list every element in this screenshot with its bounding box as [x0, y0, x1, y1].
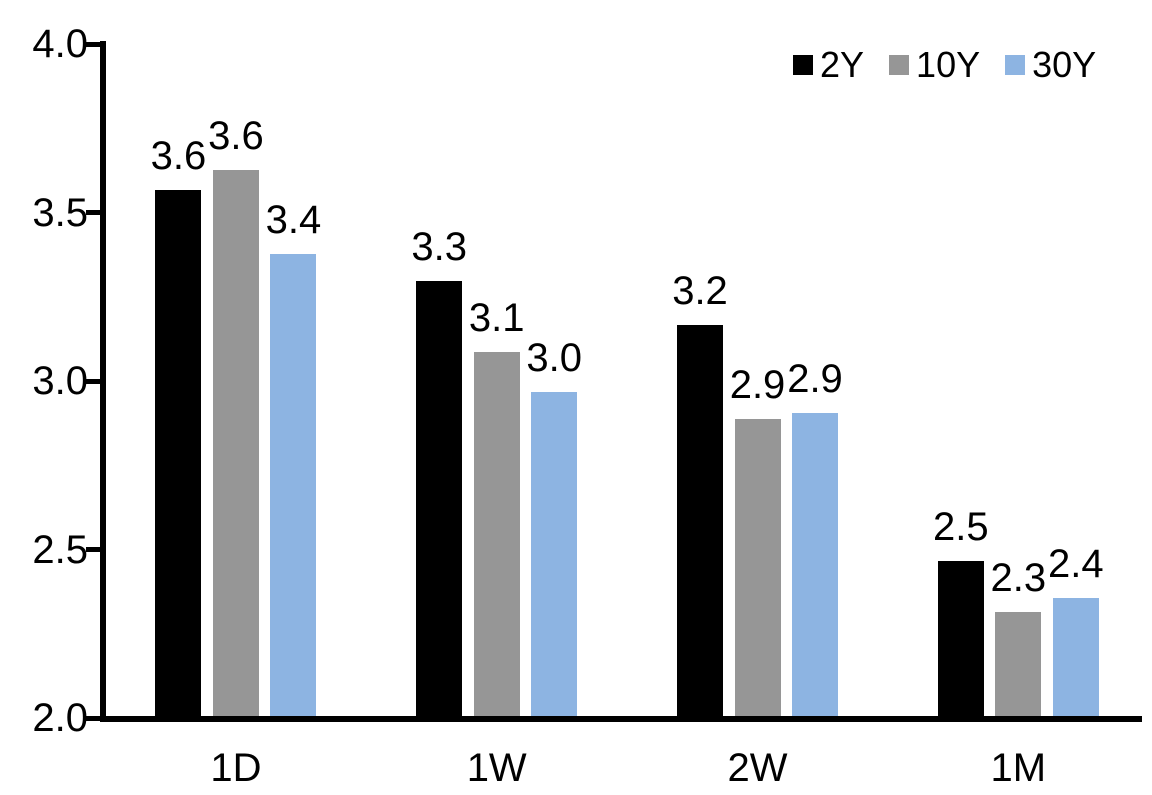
x-category-label: 1D	[210, 746, 262, 790]
x-category-label: 1W	[466, 746, 527, 790]
legend-item-2y: 2Y	[793, 47, 864, 83]
bar-value-label: 3.6	[208, 114, 264, 158]
legend-label: 30Y	[1032, 44, 1097, 85]
bar-value-label: 3.6	[150, 134, 207, 178]
legend-marker-2y	[793, 55, 813, 75]
x-axis-line	[100, 716, 1142, 722]
y-axis-tick-label: 4.0	[32, 22, 88, 66]
bar-10Y-2W	[734, 419, 781, 716]
legend-marker-10y	[889, 55, 910, 75]
bar-value-label: 2.9	[787, 357, 843, 401]
bar-value-label: 3.2	[672, 269, 728, 313]
x-category-label: 1M	[990, 746, 1047, 790]
bar-30Y-2W	[792, 413, 838, 716]
y-axis-tick-label: 2.5	[32, 527, 88, 572]
bar-30Y-1M	[1052, 598, 1099, 716]
y-axis-tick-label: 3.0	[32, 359, 88, 403]
bar-value-label: 2.3	[990, 556, 1047, 600]
bar-value-label: 2.4	[1047, 542, 1104, 586]
legend-label: 2Y	[820, 44, 865, 85]
bar-10Y-1W	[473, 352, 520, 716]
bar-2Y-1D	[155, 190, 202, 716]
bar-value-label: 2.5	[932, 505, 989, 549]
bar-value-label: 3.4	[265, 198, 322, 242]
y-axis-tick	[86, 547, 101, 552]
bar-10Y-1D	[212, 170, 259, 716]
bar-value-label: 2.9	[729, 363, 786, 407]
legend-marker-30y	[1005, 55, 1026, 75]
bar-2Y-1M	[937, 561, 984, 716]
x-category-label: 2W	[727, 746, 788, 790]
bar-value-label: 3.0	[526, 336, 582, 380]
bar-value-label: 3.3	[411, 225, 467, 269]
bar-30Y-1D	[270, 254, 317, 716]
legend-item-30y: 30Y	[1005, 47, 1096, 83]
bar-value-label: 3.1	[468, 296, 525, 340]
y-axis-tick	[86, 210, 101, 215]
y-axis-line	[100, 41, 106, 722]
bar-2Y-1W	[416, 281, 463, 716]
y-axis-tick	[86, 378, 101, 384]
bar-30Y-1W	[531, 392, 578, 716]
bar-10Y-1M	[995, 612, 1042, 716]
legend-item-10y: 10Y	[889, 47, 980, 83]
y-axis-tick	[86, 41, 101, 47]
y-axis-tick-label: 3.5	[32, 190, 88, 235]
bar-2Y-2W	[677, 325, 723, 716]
legend-label: 10Y	[916, 44, 981, 85]
y-axis-tick-label: 2.0	[32, 696, 88, 740]
y-axis-tick	[86, 715, 101, 721]
chart-legend: 2Y 10Y 30Y	[793, 47, 1096, 83]
